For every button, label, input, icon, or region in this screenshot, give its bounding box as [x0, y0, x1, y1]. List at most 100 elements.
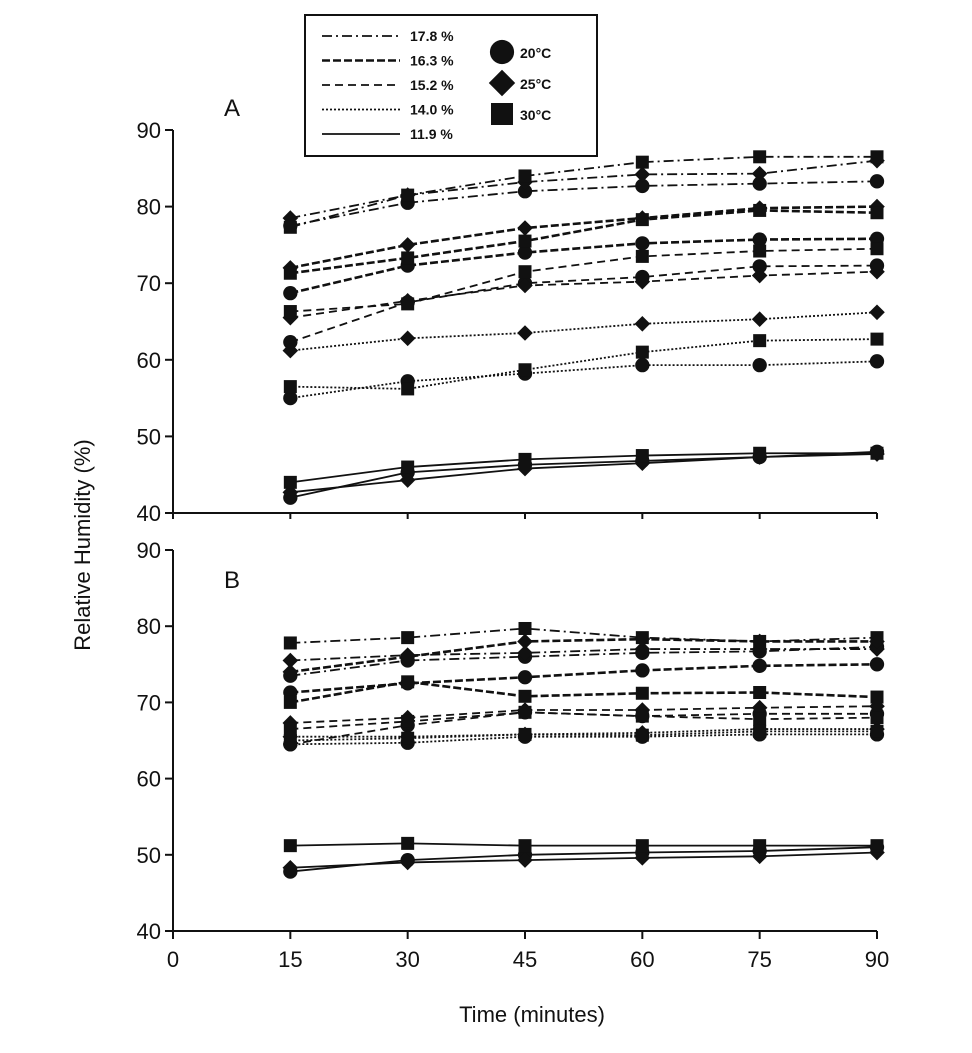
- legend-moisture-entry: 16.3 %: [322, 53, 454, 69]
- series-119-30: [283, 446, 884, 489]
- data-point: [401, 731, 415, 745]
- data-point: [517, 670, 533, 685]
- series-119-25: [282, 446, 885, 501]
- legend-moisture-entry: 11.9 %: [322, 126, 453, 142]
- legend-label: 14.0 %: [410, 102, 454, 118]
- data-point: [517, 325, 533, 341]
- series-178-25: [282, 152, 885, 226]
- legend-moisture-entry: 17.8 %: [322, 28, 454, 44]
- x-tick-label: 60: [630, 947, 654, 972]
- legend-moisture: 17.8 % 16.3 % 15.2 % 14.0 % 11.9 %: [322, 28, 454, 142]
- y-axis: 40 50 60 70 80 90: [137, 538, 174, 944]
- series-163-30: [283, 675, 884, 709]
- series-178-20: [283, 174, 885, 233]
- data-point: [634, 315, 651, 332]
- series-line: [290, 452, 877, 484]
- data-point: [401, 836, 415, 850]
- data-point: [751, 633, 768, 650]
- data-point: [399, 237, 416, 253]
- data-point: [634, 631, 651, 647]
- data-point: [753, 685, 767, 699]
- data-point: [752, 259, 767, 274]
- panel-b: B 40 50 60 70 80 90: [137, 538, 885, 944]
- data-point: [399, 472, 416, 488]
- series-line: [290, 846, 878, 873]
- x-tick-label: 15: [278, 947, 302, 972]
- legend: 17.8 % 16.3 % 15.2 % 14.0 % 11.9 % 20°C 25°C 3…: [304, 14, 598, 157]
- y-tick-label: 70: [137, 690, 161, 715]
- data-point: [518, 363, 532, 377]
- y-tick-label: 70: [137, 271, 161, 296]
- data-point: [753, 150, 767, 164]
- series-line: [290, 159, 878, 219]
- data-point: [401, 631, 415, 645]
- legend-marker-swatch: [488, 69, 516, 97]
- data-point: [869, 174, 885, 189]
- data-point: [635, 839, 649, 853]
- series-140-30: [283, 332, 884, 396]
- y-tick-label: 50: [137, 424, 161, 449]
- data-point: [635, 686, 649, 700]
- data-point: [752, 232, 767, 247]
- data-point: [751, 165, 768, 182]
- data-point: [282, 652, 299, 669]
- data-point: [870, 446, 884, 460]
- x-axis: 0 15 30 45 60 75 90: [167, 512, 889, 972]
- data-point: [283, 380, 297, 394]
- data-point: [518, 234, 532, 248]
- series-line: [290, 711, 878, 730]
- series-line: [290, 338, 878, 390]
- data-point: [283, 305, 297, 319]
- data-point: [752, 358, 767, 373]
- series-line: [290, 680, 878, 704]
- legend-label: 15.2 %: [410, 77, 454, 93]
- data-point: [751, 848, 768, 865]
- series-line: [290, 645, 878, 677]
- data-point: [283, 286, 298, 301]
- series-178-30: [283, 150, 884, 234]
- data-point: [635, 213, 649, 227]
- data-point: [635, 178, 650, 194]
- legend-label: 30°C: [520, 107, 551, 123]
- data-point: [634, 273, 651, 290]
- series-line: [290, 247, 878, 313]
- data-point: [870, 724, 884, 738]
- data-point: [401, 714, 415, 728]
- data-point: [401, 675, 415, 689]
- data-point: [518, 705, 532, 719]
- data-point: [401, 188, 415, 202]
- legend-temperature-entry: 30°C: [491, 103, 551, 125]
- data-point: [518, 727, 532, 741]
- legend-label: 25°C: [520, 76, 551, 92]
- data-point: [283, 335, 298, 350]
- legend-label: 20°C: [520, 45, 551, 61]
- data-point: [399, 330, 416, 347]
- series-line: [290, 155, 877, 229]
- data-point: [282, 859, 299, 876]
- x-tick-label: 90: [865, 947, 889, 972]
- data-point: [517, 633, 533, 650]
- series-layer: [282, 150, 885, 505]
- data-point: [869, 698, 885, 715]
- data-point: [283, 695, 297, 709]
- y-tick-label: 80: [137, 195, 161, 220]
- data-point: [751, 311, 768, 328]
- data-point: [401, 460, 415, 474]
- series-line: [290, 209, 878, 275]
- series-152-30: [283, 242, 884, 319]
- data-point: [283, 390, 298, 406]
- legend-label: 17.8 %: [410, 28, 454, 44]
- series-152-20: [283, 705, 885, 752]
- legend-marker-swatch: [489, 39, 515, 65]
- panel-a: A 40 50 60 70 80 90: [137, 95, 885, 526]
- series-line: [290, 453, 878, 494]
- y-tick-label: 60: [137, 348, 161, 373]
- data-point: [869, 633, 885, 650]
- data-point: [752, 658, 767, 673]
- x-tick-label: 0: [167, 947, 179, 972]
- y-tick-label: 60: [137, 767, 161, 792]
- data-point: [634, 850, 651, 866]
- data-point: [401, 382, 415, 396]
- data-point: [283, 734, 297, 747]
- series-line: [290, 733, 877, 746]
